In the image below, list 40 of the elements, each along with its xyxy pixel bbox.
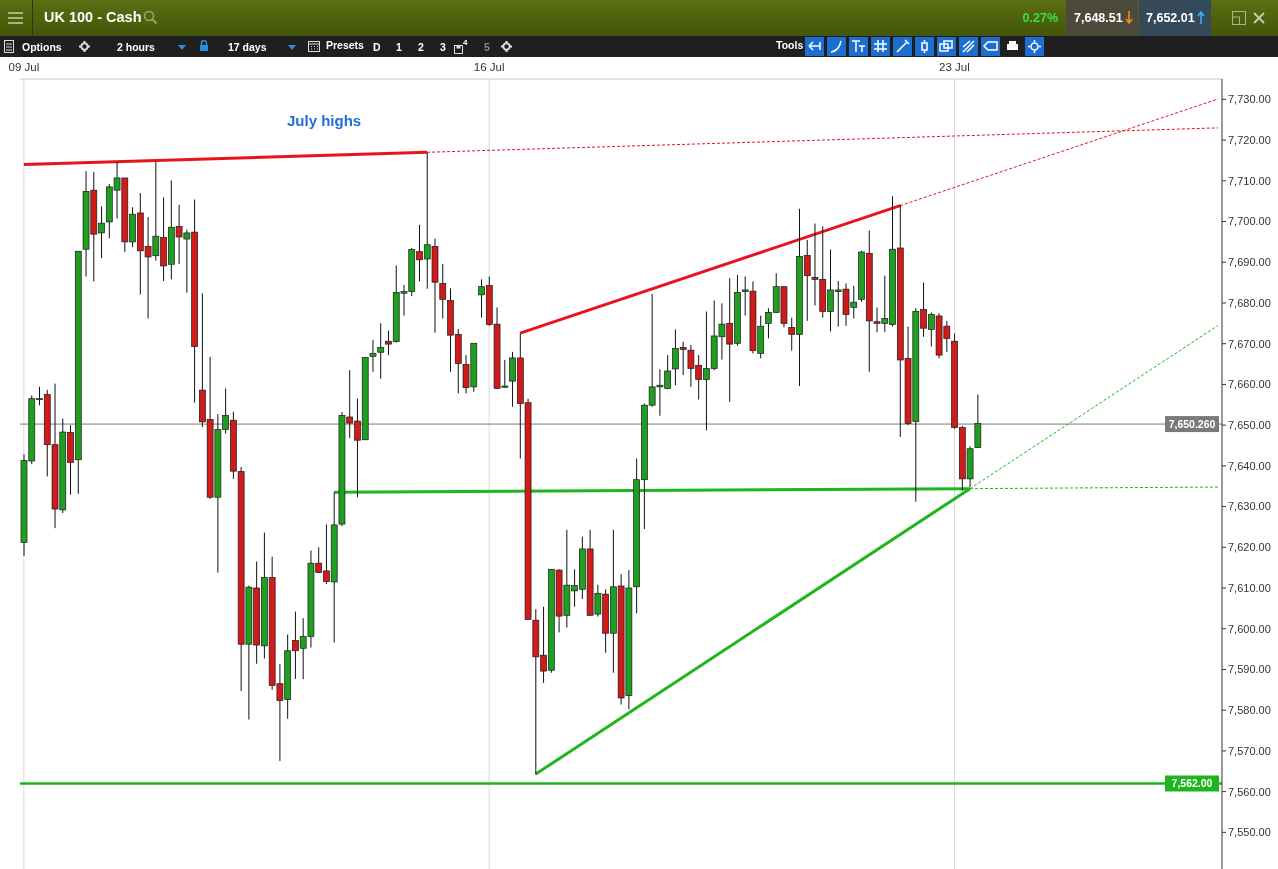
y-tick-label: 7,560.00 [1228,785,1271,798]
text: 17 days [228,41,267,53]
ref-line-label: 7,650.260 [1168,418,1216,431]
y-tick-label: 7,660.00 [1228,378,1271,391]
y-tick-label: 7,650.00 [1228,419,1271,432]
text: 4 [463,38,468,47]
y-tick-label: 7,720.00 [1228,133,1271,146]
y-tick-label: 7,620.00 [1228,541,1271,554]
x-tick-label: 16 Jul [473,61,505,73]
y-tick-label: 7,580.00 [1228,704,1271,717]
y-tick-label: 7,690.00 [1228,256,1271,269]
text: D [373,41,381,53]
chart-title: UK 100 - Cash [44,9,142,25]
annotation: July highs [287,112,362,129]
y-tick-label: 7,670.00 [1228,337,1271,350]
x-tick-label: 23 Jul [939,61,970,73]
y-tick-label: 7,700.00 [1228,215,1271,228]
text: 7,652.01 [1146,11,1195,25]
text: 2 [418,41,424,53]
y-tick-label: 7,610.00 [1228,581,1271,594]
y-tick-label: 7,730.00 [1228,93,1271,106]
y-tick-label: 7,710.00 [1228,174,1271,187]
text: Tools [776,39,804,51]
x-tick-label: 09 Jul [8,61,40,73]
text: 7,648.51 [1074,11,1123,25]
y-tick-label: 7,630.00 [1228,500,1271,513]
y-tick-label: 7,600.00 [1228,622,1271,635]
y-tick-label: 7,590.00 [1228,663,1271,676]
text: 1 [396,41,402,53]
text: 0.27% [1022,11,1058,25]
text: 2 hours [117,41,155,53]
text: Presets [326,39,364,51]
text: Options [22,41,62,53]
ref-line-label: 7,562.00 [1171,777,1213,790]
y-tick-label: 7,640.00 [1228,459,1271,472]
y-tick-label: 7,550.00 [1228,826,1271,839]
y-tick-label: 7,680.00 [1228,296,1271,309]
text: 3 [440,41,446,53]
text: 5 [484,41,490,53]
y-tick-label: 7,570.00 [1228,744,1271,757]
